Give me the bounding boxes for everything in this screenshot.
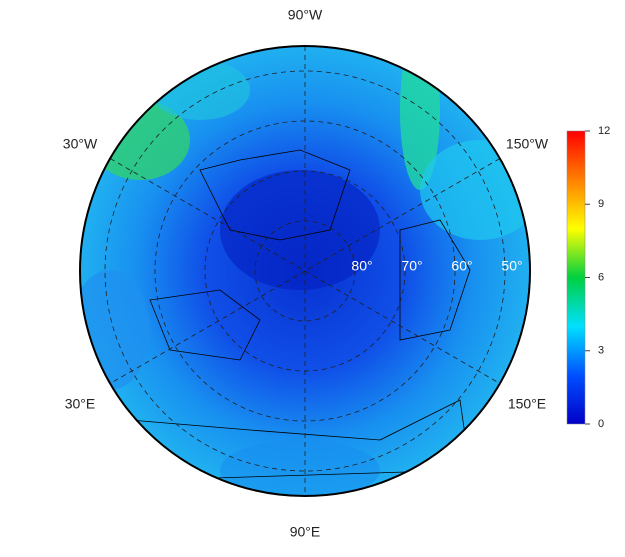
colorbar-tick-label: 3 — [598, 345, 604, 357]
latitude-circle — [204, 170, 406, 372]
latitude-label: 70° — [401, 258, 422, 274]
meridian-label: 150°E — [508, 396, 546, 412]
meridian-label: 30°E — [65, 396, 96, 412]
meridian-label: 90°W — [288, 7, 323, 23]
latitude-label: 80° — [351, 258, 372, 274]
colorbar — [566, 130, 586, 425]
meridian-label: 90°E — [290, 524, 321, 540]
latitude-label: 60° — [451, 258, 472, 274]
latitude-circle — [154, 120, 456, 422]
colorbar-tick-label: 0 — [598, 418, 604, 430]
meridian-line — [109, 158, 501, 384]
colorbar-tick-label: 6 — [598, 271, 604, 283]
meridian-label: 30°W — [63, 136, 98, 152]
map-border — [79, 45, 531, 497]
colorbar-tick-label: 9 — [598, 198, 604, 210]
latitude-circle — [104, 70, 506, 472]
graticule — [104, 46, 506, 496]
colorbar-tick-label: 12 — [598, 125, 610, 137]
meridian-label: 150°W — [506, 136, 549, 152]
latitude-circle — [254, 220, 356, 322]
latitude-label: 50° — [501, 258, 522, 274]
